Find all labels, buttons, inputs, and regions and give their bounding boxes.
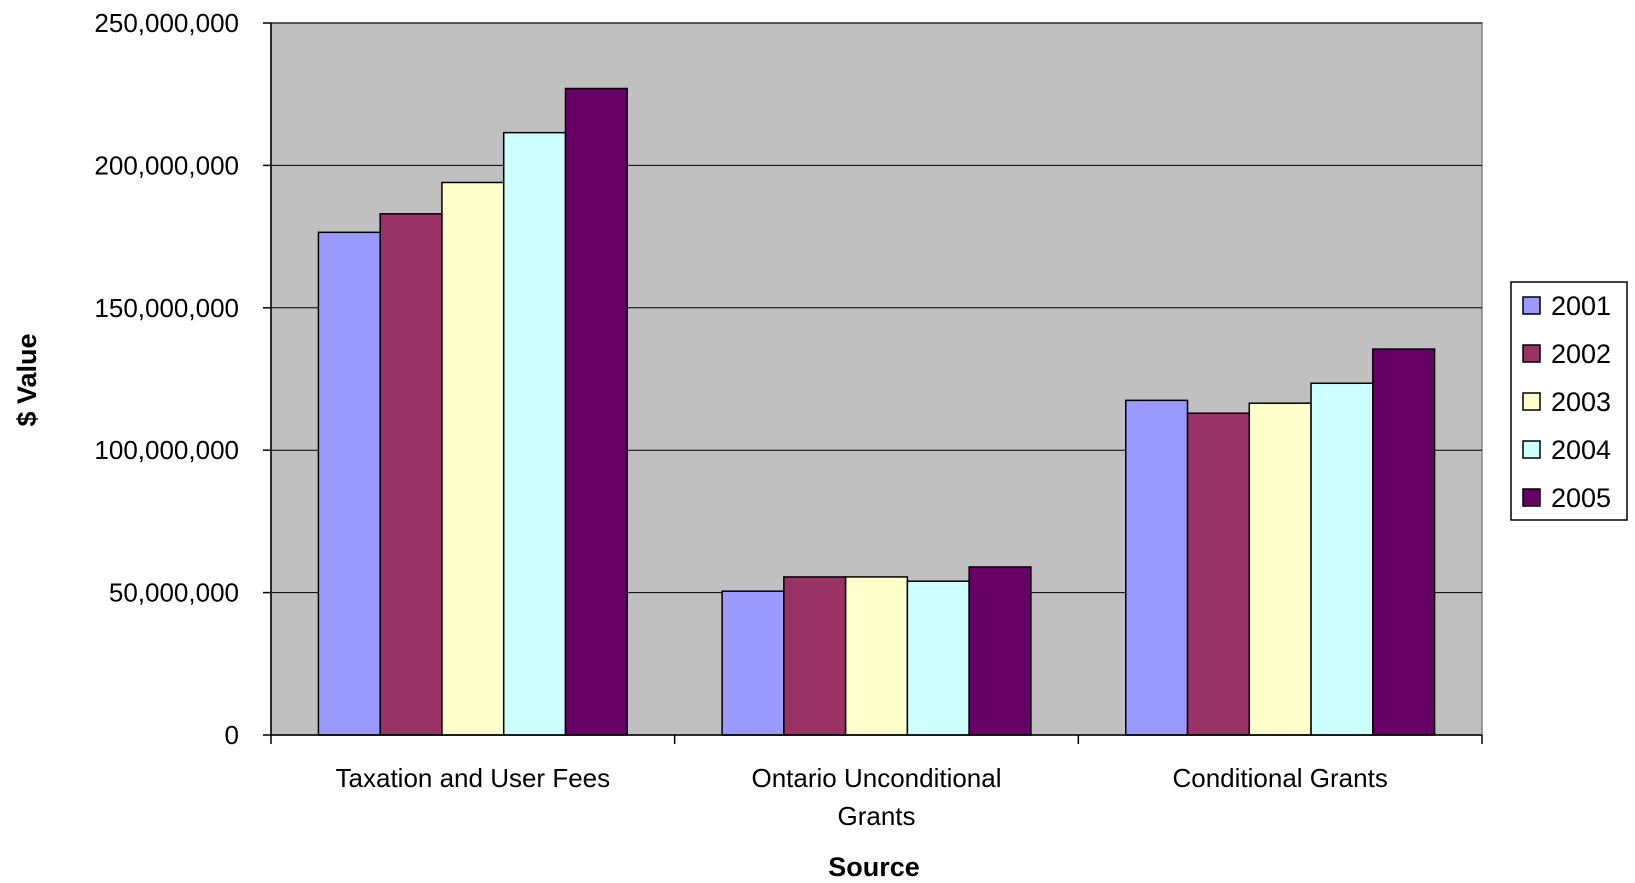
bar-2001-cat0: [317, 231, 381, 736]
bar-2005-cat1: [968, 566, 1032, 736]
legend-swatch-2001: [1522, 296, 1541, 315]
y-tick-label: 250,000,000: [94, 8, 239, 38]
legend-label-2004: 2004: [1551, 435, 1611, 465]
y-tick-label: 200,000,000: [94, 150, 239, 180]
bar-2004-cat0: [502, 131, 567, 736]
x-category-labels: Taxation and User Fees Ontario Unconditio…: [336, 763, 1388, 831]
bar-2005-cat0: [564, 87, 628, 736]
legend-label-2003: 2003: [1551, 387, 1611, 417]
bar-2001-cat2: [1125, 399, 1189, 736]
x-category-label: Conditional Grants: [1172, 763, 1387, 793]
bar-2003-cat2: [1248, 402, 1312, 736]
legend-label-2005: 2005: [1551, 483, 1611, 513]
y-tick-labels: 0 50,000,000 100,000,000 150,000,000 200,000…: [94, 8, 239, 750]
x-axis-title: Source: [828, 852, 920, 882]
bar-2004-cat1: [906, 580, 970, 736]
legend-swatch-2002: [1522, 344, 1541, 363]
y-tick-label: 0: [225, 720, 239, 750]
legend-swatch-2003: [1522, 392, 1541, 411]
y-tick-label: 150,000,000: [94, 293, 239, 323]
bar-2005-cat2: [1372, 348, 1436, 736]
y-axis-title: $ Value: [12, 333, 42, 426]
y-tick-label: 100,000,000: [94, 435, 239, 465]
bars: [317, 87, 1436, 736]
legend-swatch-2004: [1522, 440, 1541, 459]
legend: 2001 2002 2003 2004 2005: [1510, 281, 1628, 521]
bar-2002-cat1: [783, 576, 847, 736]
x-category-label: Ontario Unconditional: [751, 763, 1001, 793]
axes: [263, 22, 1483, 744]
y-tick-label: 50,000,000: [109, 578, 239, 608]
x-category-label: Grants: [837, 801, 915, 831]
bar-2002-cat2: [1186, 412, 1251, 736]
x-category-label: Taxation and User Fees: [336, 763, 611, 793]
bar-2001-cat1: [721, 590, 785, 736]
bar-2003-cat0: [441, 181, 505, 736]
bar-2003-cat1: [844, 576, 909, 736]
bar-2004-cat2: [1310, 382, 1374, 736]
legend-label-2002: 2002: [1551, 339, 1611, 369]
bar-2002-cat0: [379, 213, 443, 736]
legend-swatch-2005: [1522, 488, 1541, 507]
legend-label-2001: 2001: [1551, 291, 1611, 321]
